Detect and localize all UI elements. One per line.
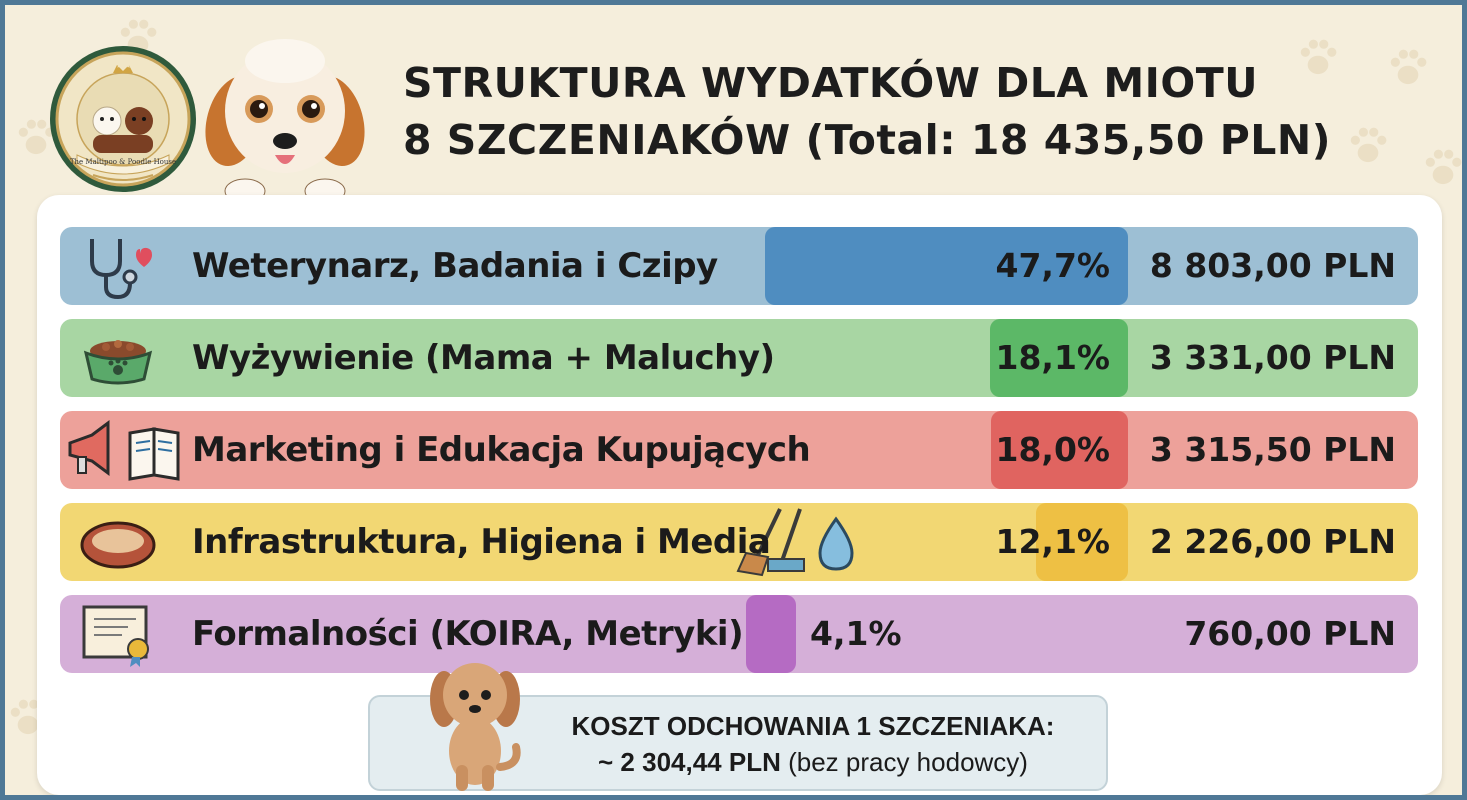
percent-label: 18,0% bbox=[995, 430, 1111, 469]
title-line-2: 8 SZCZENIAKÓW (Total: 18 435,50 PLN) bbox=[403, 116, 1331, 164]
expense-row-infrastructure: Infrastruktura, Higiena i Media 12,1% 2 … bbox=[60, 503, 1418, 581]
sparkle-icon bbox=[1396, 719, 1430, 753]
percent-bar bbox=[1036, 503, 1128, 581]
category-label: Infrastruktura, Higiena i Media bbox=[192, 522, 771, 562]
percent-label: 18,1% bbox=[995, 338, 1111, 377]
percent-bar bbox=[746, 595, 796, 673]
badge-bottom-text: The Maltipoo & Poodle House bbox=[70, 158, 176, 166]
title-line-1: STRUKTURA WYDATKÓW DLA MIOTU bbox=[403, 59, 1259, 107]
category-label: Marketing i Edukacja Kupujących bbox=[192, 430, 811, 470]
category-label: Wyżywienie (Mama + Maluchy) bbox=[192, 338, 775, 378]
percent-bar bbox=[765, 227, 1128, 305]
category-label: Weterynarz, Badania i Czipy bbox=[192, 246, 718, 286]
cleaning-tools-icon bbox=[736, 508, 854, 577]
dog-bed-icon bbox=[80, 521, 156, 569]
summary-value: ~ 2 304,44 PLN bbox=[598, 747, 781, 777]
food-bowl-icon bbox=[83, 340, 153, 385]
paw-print-icon bbox=[1390, 49, 1427, 85]
percent-bar bbox=[991, 411, 1128, 489]
paw-print-icon bbox=[1300, 39, 1337, 75]
amount-label: 3 315,50 PLN bbox=[1149, 430, 1396, 469]
page-title: STRUKTURA WYDATKÓW DLA MIOTU 8 SZCZENIAK… bbox=[403, 55, 1403, 169]
dog-illustration bbox=[205, 39, 365, 203]
amount-label: 760,00 PLN bbox=[1184, 614, 1396, 653]
stethoscope-heart-icon bbox=[90, 239, 152, 300]
amount-label: 3 331,00 PLN bbox=[1149, 338, 1396, 377]
percent-label: 12,1% bbox=[995, 522, 1111, 561]
amount-label: 8 803,00 PLN bbox=[1149, 246, 1396, 285]
paw-print-icon bbox=[1350, 127, 1387, 163]
summary-title: KOSZT ODCHOWANIA 1 SZCZENIAKA: bbox=[571, 711, 1055, 741]
amount-label: 2 226,00 PLN bbox=[1149, 522, 1396, 561]
percent-bar bbox=[990, 319, 1128, 397]
puppy-illustration bbox=[430, 663, 521, 791]
expense-row-marketing: Marketing i Edukacja Kupujących 18,0% 3 … bbox=[60, 411, 1418, 489]
percent-label: 4,1% bbox=[810, 614, 902, 653]
summary-note: (bez pracy hodowcy) bbox=[780, 747, 1028, 777]
percent-label: 47,7% bbox=[995, 246, 1111, 285]
expense-row-food: Wyżywienie (Mama + Maluchy) 18,1% 3 331,… bbox=[60, 319, 1418, 397]
expense-row-formalities: Formalności (KOIRA, Metryki) 4,1% 760,00… bbox=[60, 595, 1418, 673]
expense-row-vet: Weterynarz, Badania i Czipy 47,7% 8 803,… bbox=[60, 227, 1418, 305]
certificate-icon bbox=[82, 605, 149, 667]
premium-breeder-badge: PREMIUM BREEDER The Maltipoo & Poodle Ho… bbox=[50, 46, 196, 192]
paw-print-icon bbox=[1425, 149, 1462, 185]
category-label: Formalności (KOIRA, Metryki) bbox=[192, 614, 744, 654]
summary-value-line: ~ 2 304,44 PLN (bez pracy hodowcy) bbox=[370, 747, 1106, 778]
megaphone-book-icon bbox=[68, 420, 180, 481]
